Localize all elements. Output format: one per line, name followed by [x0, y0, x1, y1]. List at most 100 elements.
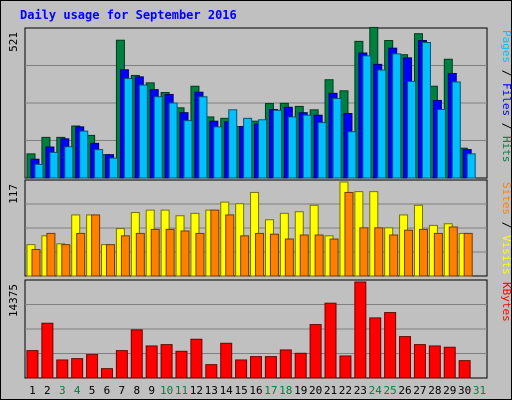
x-tick-day-31: 31: [473, 384, 486, 397]
side-legend-bottom: KBytes: [500, 282, 512, 322]
bar-middle-sites-day-10: [165, 228, 175, 277]
bar-top-pages-day-12: [198, 96, 208, 179]
y-max-label-bottom: 14375: [7, 284, 20, 317]
x-tick-day-2: 2: [44, 384, 51, 397]
series-bottom-kbytes: [26, 281, 471, 379]
bar-middle-sites-day-25: [389, 234, 399, 277]
bar-middle-sites-day-27: [418, 228, 428, 277]
side-legend-part-top-1: /: [500, 63, 512, 83]
bar-bottom-kbytes-day-18: [279, 349, 292, 379]
bar-middle-sites-day-5: [91, 214, 101, 277]
bar-middle-sites-day-18: [284, 238, 294, 277]
bar-top-pages-day-6: [109, 157, 119, 179]
bar-bottom-kbytes-day-1: [26, 350, 39, 379]
side-legend-part-middle-2: Visits: [500, 235, 512, 275]
bar-top-pages-day-11: [183, 120, 193, 179]
bar-bottom-kbytes-day-26: [399, 336, 412, 379]
bar-top-pages-day-9: [153, 96, 163, 179]
side-legend-part-middle-1: /: [500, 215, 512, 235]
chart-title: Daily usage for September 2016: [20, 8, 237, 22]
panel-top: 521 Pages / Files / Hits: [7, 26, 512, 179]
x-tick-day-20: 20: [309, 384, 322, 397]
x-tick-day-11: 11: [175, 384, 188, 397]
bar-middle-sites-day-30: [463, 232, 473, 277]
bar-middle-sites-day-4: [76, 232, 86, 277]
panel-middle: 117 Sites / Visits: [7, 179, 512, 277]
bar-middle-sites-day-17: [269, 233, 279, 277]
series-middle-sites: [31, 191, 473, 277]
x-tick-day-26: 26: [398, 384, 411, 397]
bar-bottom-kbytes-day-6: [100, 368, 113, 379]
bar-top-pages-day-21: [332, 97, 342, 179]
x-tick-day-23: 23: [354, 384, 367, 397]
bar-bottom-kbytes-day-4: [71, 358, 84, 379]
bar-bottom-kbytes-day-12: [190, 338, 203, 379]
bar-middle-sites-day-15: [240, 235, 250, 277]
bar-middle-sites-day-13: [210, 209, 220, 277]
bar-top-pages-day-8: [138, 84, 148, 179]
x-tick-day-6: 6: [104, 384, 111, 397]
bar-top-pages-day-15: [243, 117, 253, 179]
x-tick-day-28: 28: [428, 384, 441, 397]
x-tick-day-7: 7: [119, 384, 126, 397]
x-tick-day-27: 27: [413, 384, 426, 397]
bar-middle-sites-day-21: [329, 238, 339, 277]
bar-top-pages-day-3: [64, 146, 74, 179]
bar-middle-sites-day-16: [255, 232, 265, 277]
bar-bottom-kbytes-day-3: [56, 359, 69, 379]
bar-top-pages-day-29: [451, 81, 461, 179]
x-tick-day-25: 25: [384, 384, 397, 397]
bar-top-pages-day-28: [436, 109, 446, 179]
bar-top-pages-day-13: [213, 126, 223, 179]
x-tick-day-24: 24: [369, 384, 383, 397]
bar-middle-sites-day-24: [374, 227, 384, 277]
bar-top-pages-day-1: [34, 163, 44, 179]
bar-top-pages-day-23: [362, 55, 372, 179]
bar-middle-sites-day-12: [195, 232, 205, 277]
bar-middle-sites-day-8: [135, 232, 145, 277]
x-tick-day-21: 21: [324, 384, 337, 397]
bar-bottom-kbytes-day-30: [458, 360, 471, 379]
bar-middle-sites-day-19: [299, 234, 309, 277]
bar-bottom-kbytes-day-2: [41, 322, 54, 379]
bar-bottom-kbytes-day-25: [384, 312, 397, 379]
x-axis-day-labels: 1 2 3 4 5 6 7 8 9 10 11 12 13 14 15 16 17 18 19 20 21 22 23 24 2…: [29, 384, 486, 397]
x-tick-day-3: 3: [59, 384, 66, 397]
side-legend-part-top-2: Files: [500, 83, 512, 116]
x-tick-day-19: 19: [294, 384, 307, 397]
x-tick-day-18: 18: [279, 384, 292, 397]
x-tick-day-30: 30: [458, 384, 471, 397]
bar-top-pages-day-2: [49, 151, 59, 179]
series-middle-visits: [26, 181, 468, 277]
bar-bottom-kbytes-day-5: [86, 354, 99, 379]
side-legend-part-top-0: Pages: [500, 30, 512, 63]
x-tick-day-1: 1: [29, 384, 36, 397]
x-tick-day-29: 29: [443, 384, 456, 397]
bar-top-pages-day-17: [272, 109, 282, 179]
bar-middle-sites-day-14: [225, 214, 235, 277]
bar-bottom-kbytes-day-10: [160, 344, 173, 379]
bar-bottom-kbytes-day-19: [294, 352, 307, 379]
bar-bottom-kbytes-day-29: [443, 346, 456, 379]
x-tick-day-16: 16: [249, 384, 262, 397]
x-tick-day-15: 15: [234, 384, 247, 397]
bar-middle-sites-day-7: [120, 235, 130, 277]
bar-bottom-kbytes-day-14: [220, 342, 233, 379]
side-legend-part-bottom-0: KBytes: [500, 282, 512, 322]
bar-top-pages-day-20: [317, 122, 327, 179]
side-legend-part-top-3: /: [500, 116, 512, 136]
bar-bottom-kbytes-day-27: [413, 344, 426, 379]
y-max-label-top: 521: [7, 32, 20, 52]
bar-bottom-kbytes-day-15: [235, 359, 248, 379]
bar-bottom-kbytes-day-7: [115, 350, 128, 379]
bar-top-pages-day-26: [407, 80, 417, 179]
side-legend-middle: Sites / Visits: [500, 182, 512, 275]
x-tick-day-5: 5: [89, 384, 96, 397]
bar-bottom-kbytes-day-28: [428, 345, 441, 379]
x-tick-day-22: 22: [339, 384, 352, 397]
bar-bottom-kbytes-day-13: [205, 364, 218, 379]
bar-middle-sites-day-28: [433, 232, 443, 277]
side-legend-part-top-4: Hits: [500, 136, 512, 163]
bar-middle-sites-day-29: [448, 226, 458, 277]
bar-top-pages-day-25: [392, 53, 402, 179]
